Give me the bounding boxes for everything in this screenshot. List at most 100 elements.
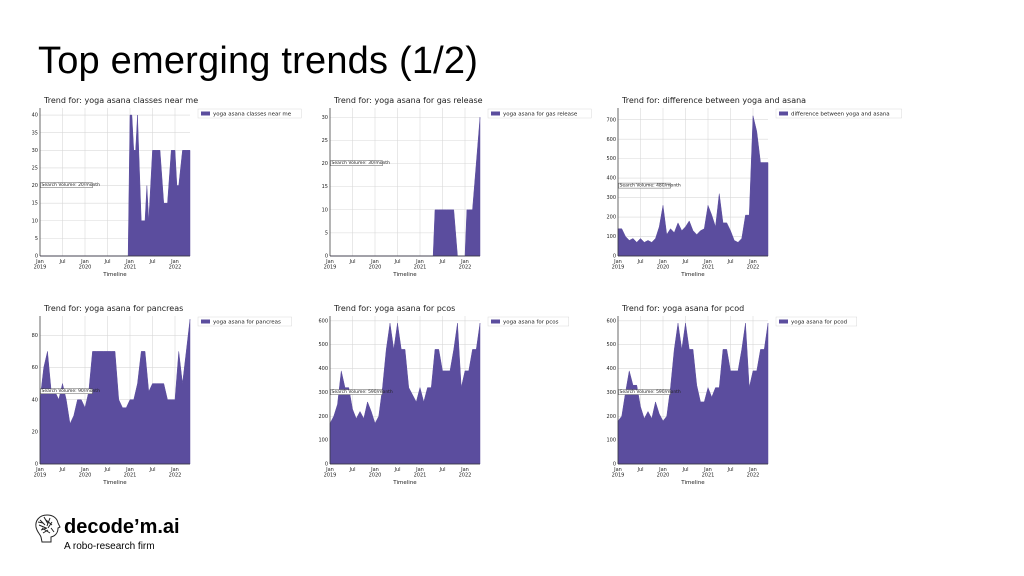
y-tick-label: 60 (32, 365, 38, 371)
x-tick-label: Jan 2019 (324, 259, 337, 271)
chart-svg: Trend for: yoga asana for pancreas 0 20 40 6… (32, 304, 292, 486)
x-tick-label: Jul (636, 467, 643, 473)
series-area (617, 115, 769, 257)
annotation-text: Search Volume: 590/month (332, 389, 393, 395)
x-tick-label: Jan 2022 (747, 259, 760, 271)
series-area (329, 323, 481, 465)
legend-box (197, 316, 292, 327)
y-tick-label: 5 (35, 236, 38, 242)
logo-name: decode’m.ai (64, 516, 180, 538)
x-tick-label: Jul (393, 259, 400, 265)
x-tick-label: Jul (148, 467, 155, 473)
legend-label: yoga asana for gas release (503, 111, 578, 117)
y-tick-label: 400 (606, 176, 616, 182)
legend-swatch (779, 319, 788, 324)
y-tick-label: 600 (606, 137, 616, 143)
y-tick-label: 300 (606, 195, 616, 201)
x-tick-label: Jan 2020 (369, 467, 382, 479)
annotation-text: Search Volume: 20/month (42, 182, 101, 188)
x-axis-label: Timeline (102, 480, 127, 486)
y-tick-label: 200 (606, 414, 616, 420)
series-area (40, 114, 191, 257)
y-tick-label: 10 (32, 218, 38, 224)
series-area (39, 319, 191, 465)
x-tick-label: Jan 2020 (79, 467, 92, 479)
x-tick-label: Jul (726, 259, 733, 265)
y-tick-label: 80 (32, 333, 38, 339)
legend-label: yoga asana for pancreas (213, 319, 281, 325)
annotation-text: Search Volume: 480/month (620, 182, 681, 188)
x-tick-label: Jan 2020 (657, 467, 670, 479)
chart-title: Trend for: yoga asana for pcos (333, 304, 455, 313)
y-tick-label: 40 (32, 397, 38, 403)
legend-swatch (779, 111, 788, 116)
y-tick-label: 100 (606, 234, 616, 240)
slide-title: Top emerging trends (1/2) (38, 40, 479, 82)
chart-svg: Trend for: yoga asana for pcod 0 100 200 300… (606, 304, 858, 486)
y-tick-label: 0 (325, 462, 328, 468)
x-axis-label: Timeline (102, 272, 127, 278)
y-tick-label: 300 (606, 390, 616, 396)
legend-box (775, 316, 858, 327)
legend-label: yoga asana classes near me (213, 111, 292, 117)
chart-yoga-asana-for-pancreas: Trend for: yoga asana for pancreas 0 20 40 6… (30, 300, 310, 495)
x-tick-label: Jul (636, 259, 643, 265)
legend-swatch (201, 111, 210, 116)
x-tick-label: Jan 2020 (369, 259, 382, 271)
chart-yoga-asana-classes-near-me: Trend for: yoga asana classes near me 0 5 1… (30, 92, 310, 287)
legend-swatch (491, 111, 500, 116)
x-tick-label: Jul (148, 259, 155, 265)
annotation-text: Search Volume: 30/month (332, 160, 391, 166)
legend-label: yoga asana for pcos (503, 319, 559, 325)
series-area (617, 323, 769, 465)
x-tick-label: Jan 2019 (34, 467, 47, 479)
chart-yoga-asana-for-pcos: Trend for: yoga asana for pcos 0 100 200 300… (318, 300, 600, 495)
x-axis-label: Timeline (680, 480, 705, 486)
x-tick-label: Jul (681, 467, 688, 473)
chart-title: Trend for: yoga asana classes near me (43, 96, 198, 105)
x-tick-label: Jan 2022 (169, 259, 182, 271)
x-tick-label: Jul (726, 467, 733, 473)
legend-box (487, 108, 592, 119)
y-tick-label: 15 (322, 184, 328, 190)
chart-svg: Trend for: yoga asana for pcos 0 100 200 300… (318, 304, 570, 486)
legend-label: yoga asana for pcod (791, 319, 847, 325)
y-tick-label: 25 (32, 166, 38, 172)
y-tick-label: 0 (613, 462, 616, 468)
annotation-box (330, 389, 383, 395)
chart-svg: Trend for: difference between yoga and a… (606, 96, 902, 278)
x-tick-label: Jan 2021 (702, 467, 715, 479)
x-tick-label: Jan 2020 (657, 259, 670, 271)
x-tick-label: Jan 2022 (747, 467, 760, 479)
y-tick-label: 15 (32, 201, 38, 207)
x-tick-label: Jan 2022 (169, 467, 182, 479)
legend-swatch (201, 319, 210, 324)
y-tick-label: 100 (606, 438, 616, 444)
annotation-box (40, 182, 93, 188)
legend-label: difference between yoga and asana (791, 111, 890, 117)
x-tick-label: Jan 2019 (612, 259, 625, 271)
chart-title: Trend for: yoga asana for gas release (333, 96, 483, 105)
x-axis-label: Timeline (392, 480, 417, 486)
y-tick-label: 10 (322, 207, 328, 213)
x-tick-label: Jan 2019 (324, 467, 337, 479)
y-tick-label: 30 (32, 148, 38, 154)
chart-title: Trend for: difference between yoga and a… (621, 96, 806, 105)
y-tick-label: 0 (613, 254, 616, 260)
x-tick-label: Jul (58, 259, 65, 265)
legend-swatch (491, 319, 500, 324)
chart-difference-between-yoga-and-asana: Trend for: difference between yoga and a… (606, 92, 902, 287)
x-tick-label: Jul (438, 467, 445, 473)
y-tick-label: 0 (35, 254, 38, 260)
x-axis-label: Timeline (392, 272, 417, 278)
y-tick-label: 20 (322, 161, 328, 167)
annotation-text: Search Volume: 90/month (42, 388, 101, 394)
y-tick-label: 200 (318, 414, 328, 420)
x-tick-label: Jan 2021 (124, 259, 137, 271)
x-tick-label: Jul (438, 259, 445, 265)
annotation-box (330, 160, 383, 166)
y-tick-label: 500 (318, 342, 328, 348)
x-tick-label: Jul (681, 259, 688, 265)
chart-title: Trend for: yoga asana for pancreas (43, 304, 183, 313)
y-tick-label: 700 (606, 117, 616, 123)
